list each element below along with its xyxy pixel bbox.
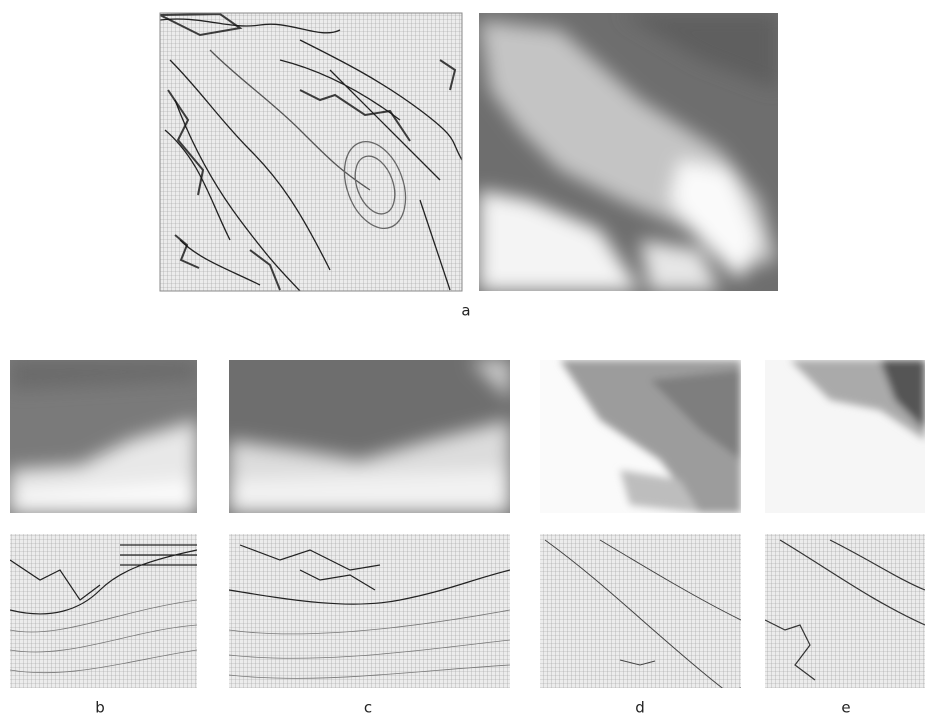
panel-label: b: [95, 699, 105, 716]
panel-label: d: [635, 699, 645, 716]
mesh-image-b: [10, 534, 197, 688]
panel-label: a: [461, 302, 470, 320]
mesh-image-c: [229, 534, 510, 688]
gray-image-b: [10, 360, 197, 513]
gray-image-d: [540, 360, 741, 513]
mesh-image-a: [160, 13, 462, 291]
panel-label: e: [841, 699, 850, 716]
mesh-image-e: [765, 534, 925, 688]
gray-image-c: [229, 360, 510, 513]
gray-image-e: [765, 360, 925, 513]
panel-label: c: [364, 699, 372, 716]
gray-image-a: [479, 13, 778, 291]
figure: a: [0, 0, 925, 716]
mesh-image-d: [540, 534, 741, 698]
